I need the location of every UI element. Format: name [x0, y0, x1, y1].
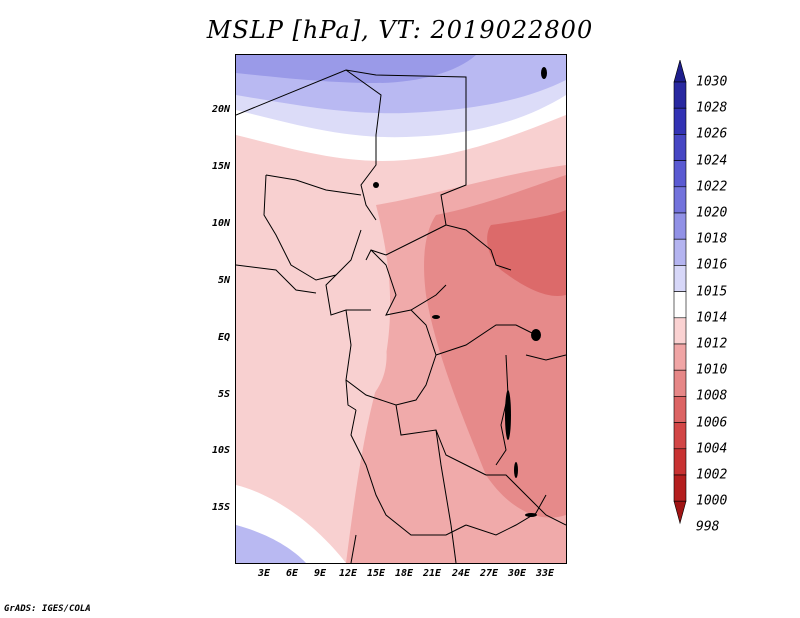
lon-label-33e: 33E [535, 568, 555, 579]
colorbar-segment [673, 422, 687, 450]
lat-label-10n: 10N [211, 218, 230, 229]
colorbar-segment [673, 500, 687, 525]
colorbar-segment [673, 265, 687, 292]
map-title: MSLP [hPa], VT: 2019022800 [206, 16, 594, 44]
colorbar-segment [673, 369, 687, 397]
lon-label-30e: 30E [507, 568, 527, 579]
colorbar-label: 1020 [696, 205, 728, 221]
colorbar-segment [673, 212, 687, 240]
country-boundaries [236, 69, 566, 563]
colorbar-segment [673, 186, 687, 214]
lat-label-15n: 15N [211, 161, 230, 172]
colorbar-segment [673, 134, 687, 161]
colorbar-label: 1022 [696, 179, 728, 195]
lakes [373, 67, 547, 517]
colorbar-segment [673, 291, 687, 319]
colorbar-segment [673, 448, 687, 476]
lon-label-3e: 3E [257, 568, 271, 579]
lat-label-15s: 15S [211, 502, 230, 513]
colorbar-segment [673, 107, 687, 135]
colorbar-label: 1016 [696, 257, 728, 273]
lon-label-24e: 24E [451, 568, 471, 579]
colorbar-label: 1018 [696, 231, 728, 247]
pressure-map [235, 54, 567, 564]
lat-label-eq: EQ [217, 332, 230, 343]
field-blue-south [236, 525, 306, 563]
lat-label-5n: 5N [217, 275, 230, 286]
lon-label-6e: 6E [285, 568, 299, 579]
colorbar-label: 1000 [696, 493, 728, 509]
lon-label-15e: 15E [366, 568, 386, 579]
colorbar-label: 1014 [696, 310, 728, 326]
lat-label-10s: 10S [211, 445, 230, 456]
colorbar-label: 998 [696, 519, 720, 535]
colorbar-segment [673, 81, 687, 109]
colorbar-segment [673, 238, 687, 266]
colorbar-label: 1024 [696, 153, 728, 169]
colorbar-segment [673, 343, 687, 371]
colorbar-label: 1002 [696, 467, 728, 483]
colorbar-label: 1006 [696, 415, 728, 431]
lon-label-27e: 27E [479, 568, 499, 579]
lon-label-12e: 12E [338, 568, 358, 579]
lon-label-9e: 9E [313, 568, 327, 579]
colorbar-label: 1004 [696, 441, 728, 457]
colorbar-segment [673, 317, 687, 345]
colorbar-segment [673, 160, 687, 188]
lon-label-18e: 18E [394, 568, 414, 579]
colorbar-segment [673, 396, 687, 423]
colorbar-label: 1008 [696, 388, 728, 404]
field-light-center [280, 301, 387, 415]
colorbar-segment [673, 60, 687, 83]
pressure-field [236, 55, 566, 563]
colorbar-segment [673, 474, 687, 502]
colorbar-label: 1026 [696, 126, 728, 142]
field-darkred [487, 210, 566, 296]
lat-label-5s: 5S [217, 389, 230, 400]
colorbar-label: 1028 [696, 100, 728, 116]
colorbar-graphic [673, 60, 687, 525]
lat-label-20n: 20N [211, 104, 230, 115]
colorbar-label: 1010 [696, 362, 728, 378]
colorbar-label: 1030 [696, 74, 728, 90]
footer-credit: GrADS: IGES/COLA [4, 604, 91, 614]
colorbar-label: 1015 [696, 284, 728, 300]
lon-label-21e: 21E [422, 568, 442, 579]
colorbar-label: 1012 [696, 336, 728, 352]
